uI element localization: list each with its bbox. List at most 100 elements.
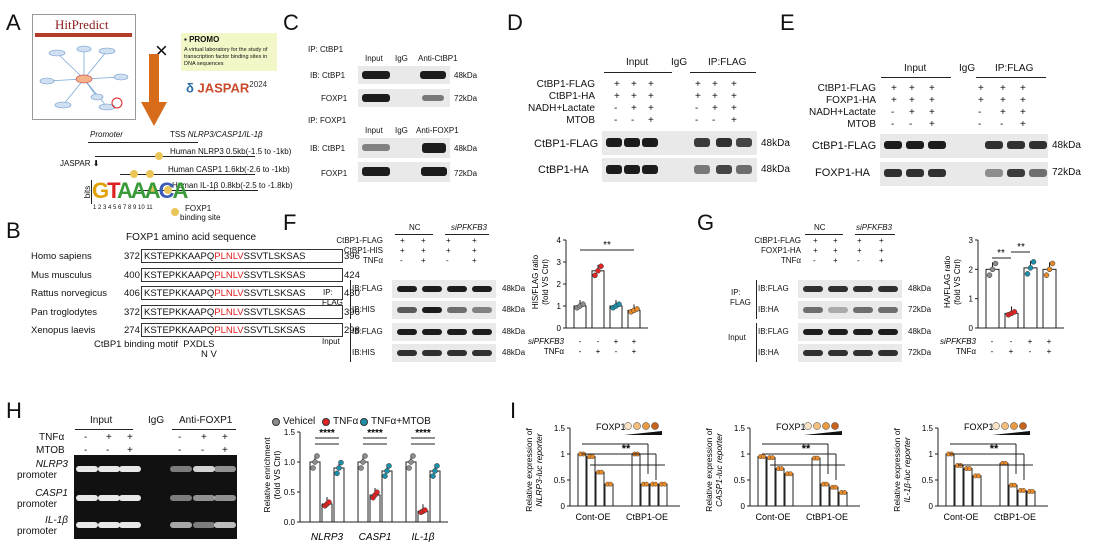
- bar: [829, 486, 839, 507]
- g-flag: FLAG: [730, 298, 751, 307]
- b-species: Rattus norvegicus: [31, 288, 108, 299]
- data-point: [1046, 266, 1053, 273]
- b-seq-box: [141, 267, 343, 282]
- h-promoter: promoter: [17, 470, 58, 481]
- data-point: [592, 272, 598, 279]
- panel-label-a: A: [6, 10, 21, 35]
- h-anti: Anti-FOXP1: [179, 415, 233, 426]
- g-band: [878, 329, 898, 335]
- h-band: [214, 495, 236, 501]
- e-sign: +: [1000, 83, 1006, 94]
- data-point: [1012, 482, 1017, 488]
- y-label: Relative enrichment: [262, 437, 272, 513]
- foxp1-dose-dot: [642, 422, 650, 430]
- f-gel: [392, 301, 496, 319]
- foxp1-dose-dot: [822, 422, 830, 430]
- c-band: [362, 144, 390, 151]
- y-tick-label: 1: [929, 450, 934, 459]
- b-start: 274: [124, 325, 140, 336]
- x-sign: +: [1009, 347, 1014, 356]
- d-sign: +: [648, 79, 654, 90]
- b-motif-label: CtBP1 binding motif PXDLS: [94, 339, 215, 350]
- data-point: [634, 306, 640, 312]
- sig-stars: **: [603, 240, 611, 251]
- f-gel: [392, 323, 496, 341]
- f-band: [422, 307, 442, 313]
- b-end: 430: [344, 288, 360, 299]
- data-point: [312, 459, 318, 465]
- promo-title: ▪ PROMO: [184, 35, 220, 44]
- y-label: Relative expression of: [704, 428, 714, 512]
- g-band: [803, 286, 823, 292]
- c-blot-2: [358, 89, 450, 107]
- d-band: [642, 165, 658, 174]
- data-point: [406, 465, 412, 471]
- f-sign: +: [400, 236, 405, 245]
- data-point: [1049, 260, 1056, 267]
- g-band: [853, 329, 873, 335]
- e-row-label: FOXP1-HA: [825, 95, 876, 106]
- d-sign: +: [648, 115, 654, 126]
- y-tick-label: 1.5: [734, 424, 746, 433]
- h-band: [193, 466, 215, 472]
- bar: [595, 471, 605, 507]
- f-sign: +: [421, 246, 426, 255]
- data-point: [992, 260, 999, 267]
- x-row-2: TNFα: [956, 347, 977, 356]
- d-sign: -: [614, 115, 618, 126]
- g-gel: [798, 344, 902, 362]
- c-band: [422, 143, 446, 153]
- h-sign: +: [127, 432, 133, 443]
- g-band: [853, 350, 873, 356]
- e-band: [906, 141, 924, 149]
- bar: [640, 483, 650, 507]
- x-tick-label: NLRP3: [311, 532, 344, 543]
- b-seq-motif: PLNLV: [214, 251, 244, 262]
- bar: [381, 470, 393, 523]
- g-row-label: CtBP1-FLAG: [754, 236, 801, 245]
- g-band: [878, 350, 898, 356]
- g-bracket: [756, 323, 757, 362]
- h-band: [119, 495, 141, 501]
- f-nc-line: [395, 234, 433, 235]
- h-sign: -: [178, 445, 182, 456]
- data-point: [833, 484, 838, 490]
- panel-label-e: E: [780, 10, 795, 35]
- d-sign: +: [731, 115, 737, 126]
- b-start: 372: [124, 251, 140, 262]
- f-si: siPFKFB3: [451, 223, 488, 232]
- d-sign: +: [614, 79, 620, 90]
- sig-stars: ****: [415, 428, 431, 439]
- c-input1: Input: [365, 54, 383, 63]
- g-band: [828, 286, 848, 292]
- x-sign: -: [991, 337, 994, 346]
- data-point: [374, 489, 380, 496]
- b-seq-post: SSVTLSKSAS: [243, 288, 306, 299]
- data-point: [430, 473, 436, 479]
- y-tick-label: 0: [969, 324, 974, 333]
- y-tick-label: 0.0: [284, 518, 296, 527]
- i-nlrp3-chart: 0 0.5 1 1.5 Relative expression of NLRP3-luc …: [524, 422, 680, 522]
- foxp1-dose-dot: [813, 422, 821, 430]
- data-point: [599, 469, 604, 475]
- h-band: [170, 495, 192, 501]
- h-gene: CASP1: [35, 488, 68, 499]
- y-tick-label: 3: [557, 258, 562, 267]
- f-row-label: CtBP1-HIS: [343, 246, 383, 255]
- e-sign: +: [909, 83, 915, 94]
- x-sign: +: [632, 347, 637, 356]
- e-sign: -: [978, 107, 982, 118]
- h-sign: -: [178, 432, 182, 443]
- y-tick-label: 0: [741, 502, 746, 511]
- h-legend-label: TNFα+MTOB: [371, 416, 431, 427]
- f-band: [472, 350, 492, 356]
- data-point: [314, 453, 320, 459]
- bar: [1023, 267, 1038, 329]
- data-point: [761, 454, 766, 459]
- down-arrow-icon: [141, 54, 167, 126]
- y-tick-label: 1: [557, 302, 562, 311]
- bar: [649, 483, 659, 507]
- bar: [429, 470, 441, 523]
- panel-label-d: D: [507, 10, 523, 35]
- foxp1-gradient-wedge: [804, 431, 842, 435]
